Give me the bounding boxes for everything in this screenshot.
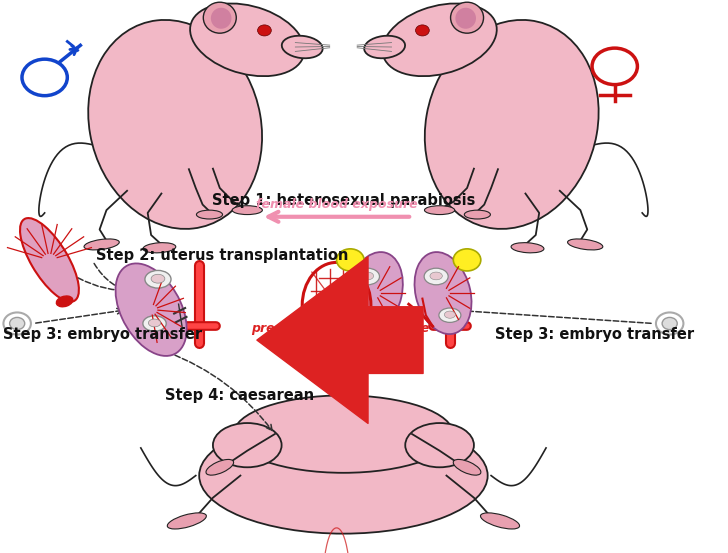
Ellipse shape [197, 210, 223, 219]
Ellipse shape [88, 20, 262, 229]
Ellipse shape [355, 268, 379, 285]
Circle shape [656, 312, 684, 335]
Text: pregnant blood exposure: pregnant blood exposure [251, 321, 429, 335]
Circle shape [258, 25, 272, 36]
Ellipse shape [371, 308, 392, 322]
Ellipse shape [213, 423, 282, 467]
Ellipse shape [84, 239, 119, 250]
Ellipse shape [346, 252, 403, 334]
Ellipse shape [167, 513, 206, 529]
Ellipse shape [149, 319, 161, 327]
Circle shape [336, 249, 364, 271]
Circle shape [662, 317, 677, 330]
Ellipse shape [211, 8, 232, 29]
Ellipse shape [145, 270, 171, 288]
Ellipse shape [203, 2, 237, 33]
Ellipse shape [444, 311, 456, 319]
Circle shape [416, 25, 430, 36]
Ellipse shape [480, 513, 520, 529]
Ellipse shape [424, 20, 598, 229]
Text: Step 3: embryo transfer: Step 3: embryo transfer [494, 327, 694, 342]
Ellipse shape [116, 263, 186, 356]
Ellipse shape [568, 239, 603, 250]
Ellipse shape [364, 36, 405, 58]
Ellipse shape [456, 8, 476, 29]
Ellipse shape [56, 296, 73, 307]
Ellipse shape [376, 311, 387, 319]
Ellipse shape [232, 206, 262, 215]
Ellipse shape [382, 3, 496, 76]
Ellipse shape [451, 2, 483, 33]
Ellipse shape [143, 316, 166, 331]
Circle shape [454, 249, 480, 271]
Text: female blood exposure: female blood exposure [256, 198, 417, 211]
Ellipse shape [234, 395, 454, 473]
Circle shape [4, 312, 31, 335]
Ellipse shape [151, 274, 165, 283]
Ellipse shape [464, 210, 491, 219]
Ellipse shape [20, 218, 79, 302]
Ellipse shape [206, 460, 234, 475]
Text: Step 3: embryo transfer: Step 3: embryo transfer [4, 327, 202, 342]
Text: Step 1: heterosexual parabiosis: Step 1: heterosexual parabiosis [212, 192, 475, 208]
Polygon shape [432, 33, 491, 66]
Ellipse shape [414, 252, 472, 334]
Circle shape [9, 317, 25, 330]
Ellipse shape [511, 243, 544, 253]
Ellipse shape [143, 243, 175, 253]
Ellipse shape [439, 308, 461, 322]
Ellipse shape [190, 3, 304, 76]
Ellipse shape [424, 206, 455, 215]
Ellipse shape [282, 36, 323, 58]
Ellipse shape [424, 268, 448, 285]
Ellipse shape [361, 272, 373, 280]
Text: Step 2: uterus transplantation: Step 2: uterus transplantation [96, 248, 349, 263]
Ellipse shape [430, 272, 443, 280]
Text: Step 4: caesarean: Step 4: caesarean [165, 388, 314, 403]
Ellipse shape [454, 460, 481, 475]
Ellipse shape [405, 423, 474, 467]
FancyArrowPatch shape [257, 257, 423, 424]
Ellipse shape [199, 418, 488, 534]
Polygon shape [196, 33, 254, 66]
